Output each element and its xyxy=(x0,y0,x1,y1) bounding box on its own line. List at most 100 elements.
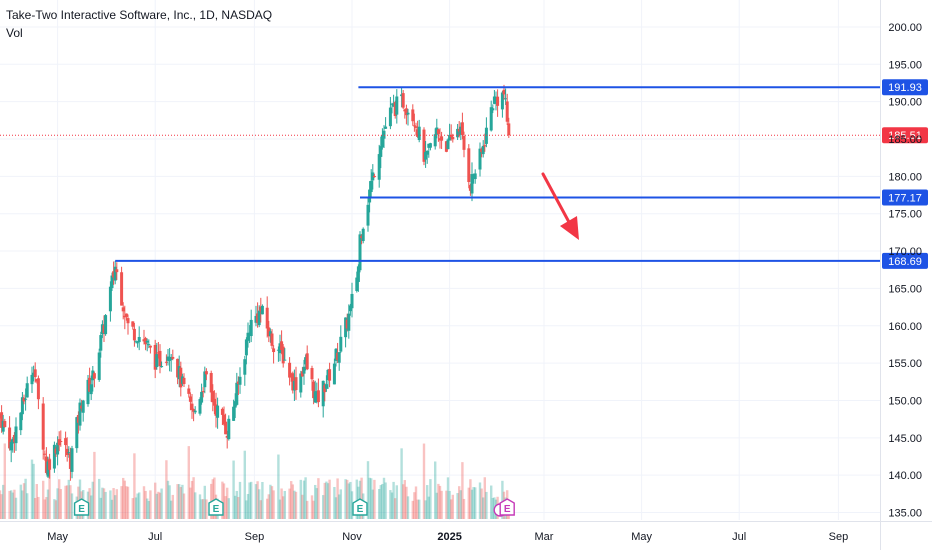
time-tick-label: Sep xyxy=(829,531,849,543)
volume-bar xyxy=(238,481,242,519)
candle-body xyxy=(326,369,330,381)
candle-body xyxy=(270,333,274,346)
candle-body xyxy=(187,388,191,394)
candle-body xyxy=(35,379,39,382)
candle-body xyxy=(406,112,410,115)
volume-bar xyxy=(349,481,352,519)
candle-body xyxy=(300,371,304,377)
volume-bar xyxy=(136,493,139,519)
candle-body xyxy=(502,89,506,95)
candle-body xyxy=(416,129,420,137)
arrow-shaft[interactable] xyxy=(541,172,572,226)
candle-body xyxy=(491,108,495,111)
candle-body xyxy=(233,401,237,408)
volume-bar xyxy=(461,462,464,519)
candle-body xyxy=(265,307,269,329)
volume-bar xyxy=(203,485,206,519)
volume-bar xyxy=(157,491,160,519)
volume-bar xyxy=(93,451,96,519)
candle-body xyxy=(222,414,226,425)
volume-bar xyxy=(10,490,13,519)
volume-bar xyxy=(165,460,168,519)
volume-bar xyxy=(88,488,91,519)
volume-bar xyxy=(126,486,130,519)
volume-bar xyxy=(104,491,107,519)
earnings-label: E xyxy=(504,504,511,515)
candle-body xyxy=(153,344,157,370)
candle-body xyxy=(201,391,205,393)
candle-body xyxy=(52,444,56,469)
volume-bar xyxy=(224,496,227,519)
candle-body xyxy=(102,325,106,334)
volume-bar xyxy=(403,480,406,519)
candle-body xyxy=(64,438,68,446)
volume-bar xyxy=(422,443,426,519)
price-tick-label: 190.00 xyxy=(888,97,922,109)
volume-bar xyxy=(483,477,486,519)
candle-body xyxy=(110,275,114,289)
earnings-icon[interactable] xyxy=(73,498,90,516)
volume-bar xyxy=(402,484,405,519)
volume-bar xyxy=(317,478,320,519)
volume-bar xyxy=(470,489,474,519)
candle-body xyxy=(480,148,484,153)
price-tick-label: 140.00 xyxy=(888,470,922,482)
volume-bar xyxy=(462,498,466,519)
candle-body xyxy=(168,356,172,361)
volume-bar xyxy=(395,485,398,519)
volume-bar xyxy=(235,490,238,519)
volume-bar xyxy=(267,494,270,519)
volume-bar xyxy=(346,479,349,519)
price-tick-label: 195.00 xyxy=(888,59,922,71)
earnings-icon[interactable] xyxy=(499,498,515,516)
candle-body xyxy=(232,406,236,421)
candle-body xyxy=(345,319,349,329)
earnings-icon[interactable] xyxy=(352,498,368,516)
candle-body xyxy=(169,357,173,360)
candle-body xyxy=(368,189,372,203)
candle-body xyxy=(337,352,341,363)
earnings-label: E xyxy=(357,504,364,515)
candle-body xyxy=(80,405,84,409)
candle-body xyxy=(323,385,327,393)
candle-body xyxy=(11,438,15,444)
volume-bar xyxy=(480,488,483,519)
volume-bar xyxy=(322,495,325,519)
candle-body xyxy=(371,172,375,181)
volume-bar xyxy=(246,493,250,519)
candle-body xyxy=(59,441,63,443)
candle-body xyxy=(108,286,112,312)
volume-bar xyxy=(250,481,253,519)
volume-bar xyxy=(234,495,237,519)
candle-body xyxy=(313,391,317,403)
time-tick-label: Jul xyxy=(148,531,162,543)
price-tick-label: 165.00 xyxy=(888,283,922,295)
candle-body xyxy=(91,370,95,381)
volume-bar xyxy=(70,493,74,519)
volume-bar xyxy=(24,478,27,519)
horizontal-levels[interactable]: 191.93 177.17 168.69 185.51 xyxy=(0,79,928,269)
volume-bar xyxy=(133,453,136,519)
candle-body xyxy=(392,103,396,107)
earnings-icon[interactable] xyxy=(208,498,224,516)
candle-body xyxy=(225,435,229,438)
volume-bar xyxy=(435,492,438,519)
volume-bar xyxy=(469,479,472,519)
volume-bar xyxy=(456,493,459,519)
time-tick-label: 2025 xyxy=(437,531,461,543)
candle-body xyxy=(449,134,453,138)
volume-bar xyxy=(99,497,102,519)
arrow-head[interactable] xyxy=(560,216,579,240)
candle-body xyxy=(44,456,48,473)
candle-body xyxy=(89,384,93,395)
volume-bar xyxy=(310,495,314,519)
volume-bar xyxy=(179,487,182,519)
trend-arrow[interactable] xyxy=(541,172,579,240)
candle-body xyxy=(132,328,136,341)
candle-body xyxy=(507,123,511,136)
candle-body xyxy=(440,136,444,141)
volume-bar xyxy=(189,487,192,519)
